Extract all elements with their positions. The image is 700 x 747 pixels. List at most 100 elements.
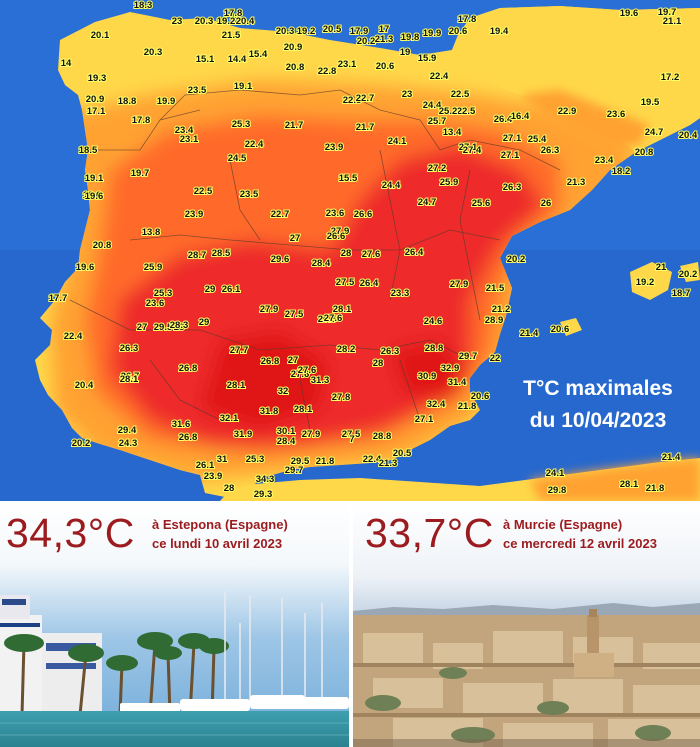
- temperature-label: 17.9: [350, 26, 369, 37]
- temperature-label: 24.5: [228, 153, 247, 164]
- temperature-label: 26.5: [318, 314, 337, 325]
- temperature-label: 24.4: [423, 100, 442, 111]
- temperature-label: 19.9: [157, 96, 176, 107]
- temperature-label: 23.4: [595, 155, 614, 166]
- region-borders: [69, 89, 561, 431]
- temperature-label: 24.7: [645, 127, 664, 138]
- temperature-label: 18.3: [134, 0, 153, 11]
- temperature-label: 26.8: [261, 356, 280, 367]
- temperature-label: 23.5: [188, 85, 207, 96]
- temperature-label: 23.9: [325, 142, 344, 153]
- temperature-label: 20.3: [144, 47, 163, 58]
- temperature-label: 21.4: [662, 452, 681, 463]
- temperature-label: 21.8: [646, 483, 665, 494]
- temperature-label: 16.4: [511, 111, 530, 122]
- temperature-label: 28.3: [170, 320, 189, 331]
- temperature-label: 27.1: [501, 150, 520, 161]
- temperature-label: 27.6: [291, 369, 310, 380]
- temperature-label: 21.8: [458, 401, 477, 412]
- temperature-label: 22.7: [271, 209, 290, 220]
- temperature-label: 27.6: [324, 313, 343, 324]
- temperature-label: 27.8: [332, 392, 351, 403]
- temperature-label: 31.8: [260, 406, 279, 417]
- temperature-label: 19.7: [658, 7, 677, 18]
- temperature-label: 28.1: [227, 380, 246, 391]
- temperature-label: 21.3: [375, 34, 394, 45]
- temperature-label: 20.8: [635, 147, 654, 158]
- temperature-label: 19.8: [401, 32, 420, 43]
- temperature-label: 20.2: [679, 269, 698, 280]
- temperature-label: 22.4: [363, 454, 382, 465]
- temperature-label: 27.5: [342, 429, 361, 440]
- temperature-label: 26.1: [196, 460, 215, 471]
- map-title: T°C maximales du 10/04/2023: [523, 377, 673, 432]
- temperature-label: 19.2: [297, 26, 316, 37]
- temperature-label: 28.8: [425, 343, 444, 354]
- temperature-label: 23.1: [180, 134, 199, 145]
- temperature-label: 21.3: [379, 458, 398, 469]
- temperature-label: 20.4: [75, 380, 94, 391]
- temperature-label: 27.5: [285, 309, 304, 320]
- temperature-label: 20.9: [284, 42, 303, 53]
- vertical-divider: [349, 501, 353, 747]
- temperature-label: 19.7: [131, 168, 150, 179]
- temperature-labels: 18.323 20.3 19.217.820.420.3 19.2 20.5 17.9 17…: [48, 0, 699, 501]
- temperature-label: 32.1: [220, 413, 239, 424]
- temperature-map: 18.323 20.3 19.217.820.420.3 19.2 20.5 17.9 17…: [0, 0, 700, 501]
- temperature-label: 26.4: [405, 247, 424, 258]
- temperature-label: 17: [379, 24, 390, 35]
- temperature-label: 30.1: [277, 426, 296, 437]
- temperature-label: 28.1: [620, 479, 639, 490]
- temperature-label: 21.7: [356, 122, 375, 133]
- temperature-label: 24.7: [418, 197, 437, 208]
- temperature-label: 31.3: [311, 375, 330, 386]
- temperature-label: 29: [205, 284, 216, 295]
- temperature-label: 24.1: [546, 468, 565, 479]
- murcie-temperature: 33,7°C: [365, 510, 494, 556]
- temperature-label: 28.4: [312, 258, 331, 269]
- temperature-label: 28.1: [333, 304, 352, 315]
- temperature-label: 29: [199, 317, 210, 328]
- temperature-label: 19.4: [490, 26, 509, 37]
- balearic-islands: [560, 262, 700, 336]
- temperature-label: 14.4: [228, 54, 247, 65]
- temperature-label: 21.7: [285, 120, 304, 131]
- temperature-label: 31.6: [172, 419, 191, 430]
- temperature-label: 17.7: [49, 293, 68, 304]
- temperature-label: 25.3: [246, 454, 265, 465]
- temperature-label: 21.2: [492, 304, 511, 315]
- temperature-label: 20.4: [236, 16, 255, 27]
- map-title-line2: du 10/04/2023: [530, 409, 667, 432]
- temperature-label: 20.3: [276, 26, 295, 37]
- temperature-label: 26.3: [381, 346, 400, 357]
- temperature-label: 19.2: [217, 16, 236, 27]
- temperature-label: 26.3: [120, 343, 139, 354]
- temperature-label: 25.6: [472, 198, 491, 209]
- temperature-label: 28.5: [212, 248, 231, 259]
- temperature-label: 30.9: [418, 371, 437, 382]
- temperature-label: 22.5: [194, 186, 213, 197]
- temperature-label: 34.3: [256, 474, 275, 485]
- temperature-label: 19.6: [83, 190, 102, 201]
- temperature-label: 19.1: [85, 173, 104, 184]
- temperature-label: 27.7: [230, 345, 249, 356]
- temperature-label: 26.6: [354, 209, 373, 220]
- temperature-label: 27.1: [459, 142, 478, 153]
- temperature-label: 23.1: [338, 59, 357, 70]
- temperature-label: 23.4: [175, 125, 194, 136]
- temperature-label: 27.9: [302, 429, 321, 440]
- temperature-label: 20.3: [195, 16, 214, 27]
- temperature-label: 29.7: [459, 351, 478, 362]
- estepona-panel: 34,3°C à Estepona (Espagne) ce lundi 10 …: [0, 503, 349, 747]
- temperature-label: 29.6: [271, 254, 290, 265]
- temperature-label: 27: [137, 322, 148, 333]
- temperature-label: 24.4: [382, 180, 401, 191]
- temperature-label: 28.1: [294, 404, 313, 415]
- temperature-label: 19.6: [620, 8, 639, 19]
- temperature-label: 19.5: [641, 97, 660, 108]
- temperature-label: 18.8: [118, 96, 137, 107]
- temperature-label: 26.4: [494, 114, 513, 125]
- temperature-label: 20.2: [507, 254, 526, 265]
- temperature-label: 20.8: [286, 62, 305, 73]
- murcie-city-photo: [353, 503, 700, 747]
